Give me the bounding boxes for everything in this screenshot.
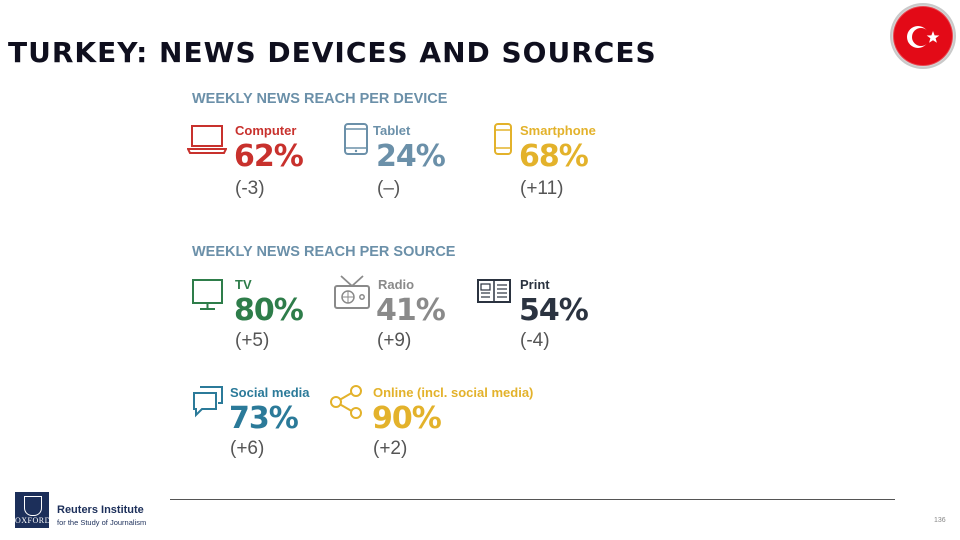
smartphone-icon bbox=[494, 123, 512, 155]
computer-icon bbox=[187, 125, 227, 154]
radio-change: (+9) bbox=[377, 330, 412, 351]
oxford-crest-icon: OXFORD bbox=[15, 492, 51, 528]
institute-tagline: for the Study of Journalism bbox=[57, 518, 147, 527]
social-media-change: (+6) bbox=[230, 438, 265, 459]
smartphone-change: (+11) bbox=[520, 178, 564, 199]
radio-value: 41% bbox=[376, 293, 446, 328]
institute-name: Reuters Institute bbox=[57, 504, 144, 516]
tablet-change: (–) bbox=[377, 178, 401, 199]
tv-value: 80% bbox=[234, 293, 304, 328]
tv-icon bbox=[192, 279, 223, 310]
computer-label: Computer bbox=[235, 123, 297, 138]
turkey-flag-icon bbox=[890, 3, 956, 69]
radio-icon bbox=[334, 275, 370, 309]
tablet-label: Tablet bbox=[373, 123, 411, 138]
tablet-icon bbox=[344, 123, 368, 155]
online-change: (+2) bbox=[373, 438, 408, 459]
social-media-icon bbox=[193, 386, 223, 418]
tablet-value: 24% bbox=[376, 139, 446, 174]
source-section-heading: WEEKLY NEWS REACH PER SOURCE bbox=[192, 244, 456, 260]
smartphone-value: 68% bbox=[519, 139, 589, 174]
social-media-label: Social media bbox=[230, 385, 310, 400]
share-icon bbox=[330, 385, 362, 419]
device-section-heading: WEEKLY NEWS REACH PER DEVICE bbox=[192, 91, 448, 107]
print-change: (-4) bbox=[520, 330, 550, 351]
online-value: 90% bbox=[372, 401, 442, 436]
print-value: 54% bbox=[519, 293, 589, 328]
print-icon bbox=[477, 279, 511, 303]
page-title: TURKEY: NEWS DEVICES AND SOURCES bbox=[8, 36, 657, 69]
radio-label: Radio bbox=[378, 277, 415, 292]
print-label: Print bbox=[520, 277, 550, 292]
crest-text: OXFORD bbox=[15, 516, 51, 525]
footer-divider bbox=[170, 499, 895, 500]
computer-change: (-3) bbox=[235, 178, 265, 199]
social-media-value: 73% bbox=[229, 401, 299, 436]
tv-label: TV bbox=[235, 277, 252, 292]
computer-value: 62% bbox=[234, 139, 304, 174]
page-number: 136 bbox=[934, 517, 946, 524]
online-label: Online (incl. social media) bbox=[373, 385, 534, 400]
tv-change: (+5) bbox=[235, 330, 270, 351]
smartphone-label: Smartphone bbox=[520, 123, 596, 138]
